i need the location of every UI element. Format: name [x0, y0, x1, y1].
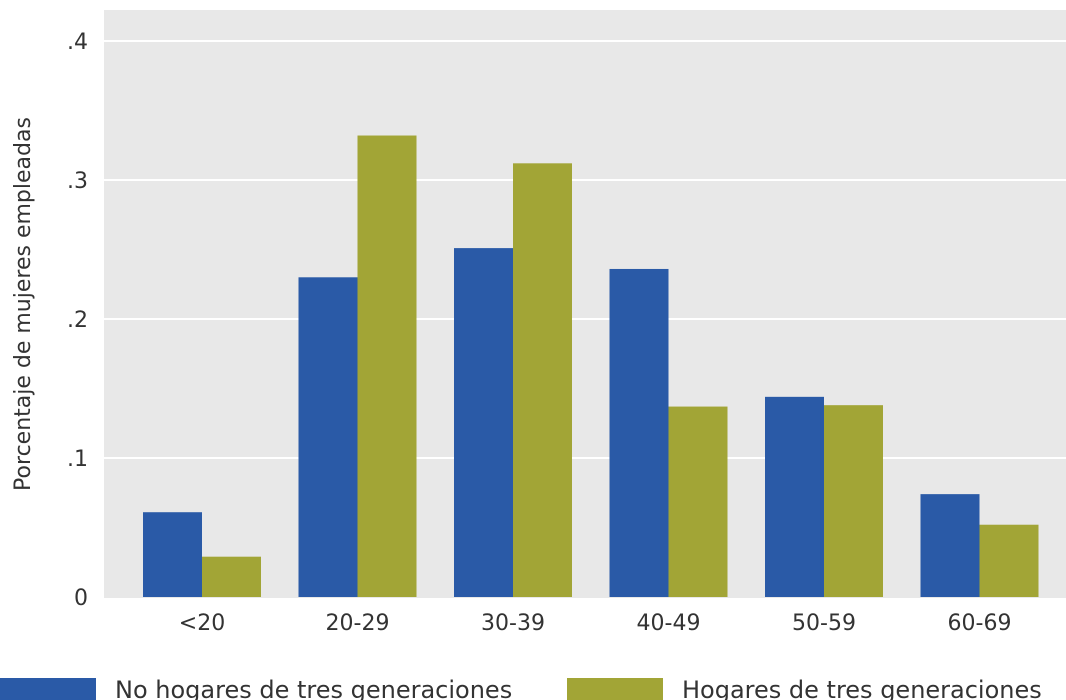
- y-tick-label: .3: [67, 169, 88, 194]
- x-tick-label: <20: [179, 611, 225, 636]
- legend-swatch-hogares: [567, 678, 663, 700]
- y-axis-label: Porcentaje de mujeres empleadas: [11, 117, 36, 491]
- x-tick-labels: <20 20-29 30-39 40-49 50-59 60-69: [179, 611, 1012, 636]
- bar-hogares-3: [668, 406, 728, 597]
- x-tick-label: 40-49: [637, 611, 701, 636]
- legend-swatch-no-hogares: [0, 678, 96, 700]
- bar-hogares-5: [979, 524, 1039, 597]
- bar-no-hogares-2: [454, 248, 513, 598]
- bars: [143, 135, 1039, 598]
- y-tick-label: 0: [74, 586, 88, 611]
- y-tick-label: .2: [67, 308, 88, 333]
- legend-label-no-hogares: No hogares de tres generaciones: [115, 676, 512, 700]
- bar-no-hogares-3: [609, 268, 669, 597]
- bar-hogares-1: [357, 135, 417, 597]
- y-tick-labels: 0 .1 .2 .3 .4: [67, 30, 88, 611]
- x-tick-label: 30-39: [481, 611, 545, 636]
- x-tick-label: 50-59: [792, 611, 856, 636]
- bar-hogares-4: [824, 405, 883, 597]
- legend: No hogares de tres generaciones Hogares d…: [0, 676, 1042, 700]
- y-tick-label: .4: [67, 30, 88, 55]
- bar-hogares-0: [202, 556, 261, 597]
- bar-no-hogares-1: [298, 277, 358, 597]
- y-tick-label: .1: [67, 447, 88, 472]
- plot-background: [104, 10, 1066, 598]
- bar-no-hogares-5: [920, 494, 980, 597]
- bar-no-hogares-4: [765, 396, 824, 597]
- x-tick-label: 60-69: [948, 611, 1012, 636]
- x-tick-label: 20-29: [326, 611, 390, 636]
- bar-hogares-2: [513, 163, 572, 597]
- bar-no-hogares-0: [143, 512, 202, 597]
- gridlines: [104, 40, 1066, 459]
- legend-label-hogares: Hogares de tres generaciones: [682, 676, 1042, 700]
